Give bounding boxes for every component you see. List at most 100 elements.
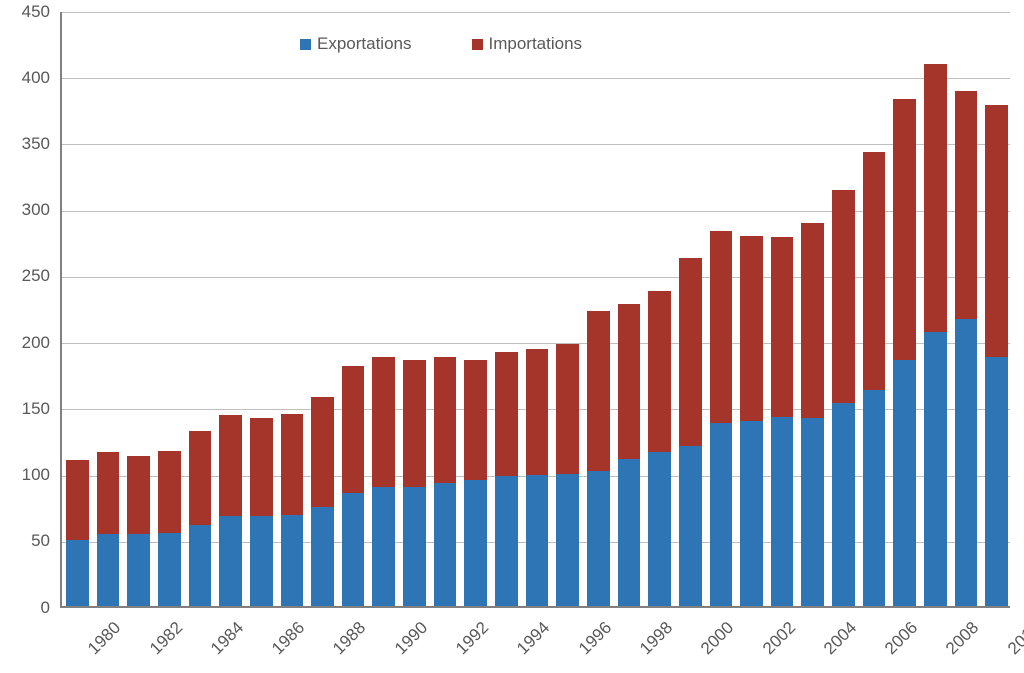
bar-segment-importations	[464, 360, 487, 481]
bar-segment-importations	[587, 311, 610, 471]
bar	[127, 456, 150, 606]
chart-legend: Exportations Importations	[300, 34, 642, 54]
bar-segment-exportations	[985, 357, 1008, 606]
y-tick-label: 350	[0, 134, 50, 154]
plot-area	[60, 12, 1010, 608]
legend-item: Exportations	[300, 34, 412, 54]
bar-segment-exportations	[189, 525, 212, 606]
bar	[281, 414, 304, 606]
bar-segment-importations	[556, 344, 579, 474]
bar-segment-exportations	[434, 483, 457, 606]
bar-segment-exportations	[556, 474, 579, 606]
bar-segment-exportations	[97, 534, 120, 606]
bar-segment-importations	[924, 64, 947, 332]
bar-segment-importations	[679, 258, 702, 446]
bar-segment-importations	[771, 237, 794, 417]
bar	[924, 64, 947, 606]
x-tick-label: 2002	[759, 618, 800, 659]
legend-marker	[472, 39, 483, 50]
x-tick-label: 1980	[84, 618, 125, 659]
gridline	[62, 78, 1010, 79]
bar	[985, 105, 1008, 606]
bar-segment-exportations	[311, 507, 334, 606]
bar-segment-importations	[311, 397, 334, 507]
bar	[97, 452, 120, 606]
y-tick-label: 0	[0, 598, 50, 618]
bar-segment-exportations	[403, 487, 426, 606]
bar-segment-exportations	[893, 360, 916, 606]
bar-segment-importations	[893, 99, 916, 360]
bar-segment-importations	[495, 352, 518, 476]
bar	[66, 460, 89, 606]
bar	[679, 258, 702, 606]
x-tick-label: 2006	[881, 618, 922, 659]
bar-segment-exportations	[740, 421, 763, 606]
gridline	[62, 144, 1010, 145]
gridline	[62, 12, 1010, 13]
bar	[832, 190, 855, 606]
x-tick-label: 2004	[820, 618, 861, 659]
bar	[710, 231, 733, 606]
bar	[556, 344, 579, 606]
legend-item: Importations	[472, 34, 583, 54]
bar	[863, 152, 886, 606]
bar-segment-importations	[526, 349, 549, 475]
bar-segment-importations	[863, 152, 886, 390]
bar-segment-exportations	[281, 515, 304, 606]
bar-segment-importations	[955, 91, 978, 319]
bar	[801, 223, 824, 606]
bar	[955, 91, 978, 606]
bar	[342, 366, 365, 606]
bar-segment-importations	[97, 452, 120, 534]
bar-segment-importations	[219, 415, 242, 516]
x-tick-label: 2000	[697, 618, 738, 659]
x-tick-label: 1984	[207, 618, 248, 659]
bar-segment-exportations	[863, 390, 886, 606]
bar-segment-importations	[618, 304, 641, 459]
bar-segment-importations	[342, 366, 365, 493]
y-tick-label: 150	[0, 399, 50, 419]
bar-segment-importations	[985, 105, 1008, 357]
bar-segment-exportations	[710, 423, 733, 606]
bar-segment-importations	[127, 456, 150, 534]
bar-segment-importations	[434, 357, 457, 483]
bar	[740, 236, 763, 606]
bar-segment-importations	[189, 431, 212, 525]
y-tick-label: 450	[0, 2, 50, 22]
bar	[464, 360, 487, 606]
y-tick-label: 200	[0, 333, 50, 353]
bar-segment-importations	[403, 360, 426, 487]
bar-segment-exportations	[587, 471, 610, 606]
x-tick-label: 1988	[330, 618, 371, 659]
bar-segment-importations	[648, 291, 671, 453]
bar	[403, 360, 426, 606]
bar	[434, 357, 457, 606]
bar-segment-exportations	[924, 332, 947, 606]
bar	[495, 352, 518, 606]
bar-segment-exportations	[955, 319, 978, 606]
bar-segment-exportations	[801, 418, 824, 606]
legend-label: Exportations	[317, 34, 412, 54]
y-tick-label: 250	[0, 266, 50, 286]
bar	[526, 349, 549, 606]
bar	[189, 431, 212, 606]
bar-segment-exportations	[618, 459, 641, 606]
bar-segment-importations	[832, 190, 855, 403]
bar	[771, 236, 794, 606]
bar-segment-exportations	[127, 534, 150, 606]
bar	[219, 415, 242, 606]
bar	[893, 99, 916, 606]
bar	[311, 397, 334, 606]
bar-segment-importations	[250, 418, 273, 516]
bar	[250, 418, 273, 606]
legend-label: Importations	[489, 34, 583, 54]
bar	[372, 357, 395, 606]
x-tick-label: 1998	[636, 618, 677, 659]
x-tick-label: 2010	[1004, 618, 1024, 659]
bar-segment-exportations	[66, 540, 89, 606]
y-tick-label: 100	[0, 465, 50, 485]
bar	[618, 304, 641, 606]
x-tick-label: 1990	[391, 618, 432, 659]
chart-container: ExportationsImportations 050100150200250…	[0, 0, 1024, 673]
bar-segment-importations	[801, 223, 824, 418]
